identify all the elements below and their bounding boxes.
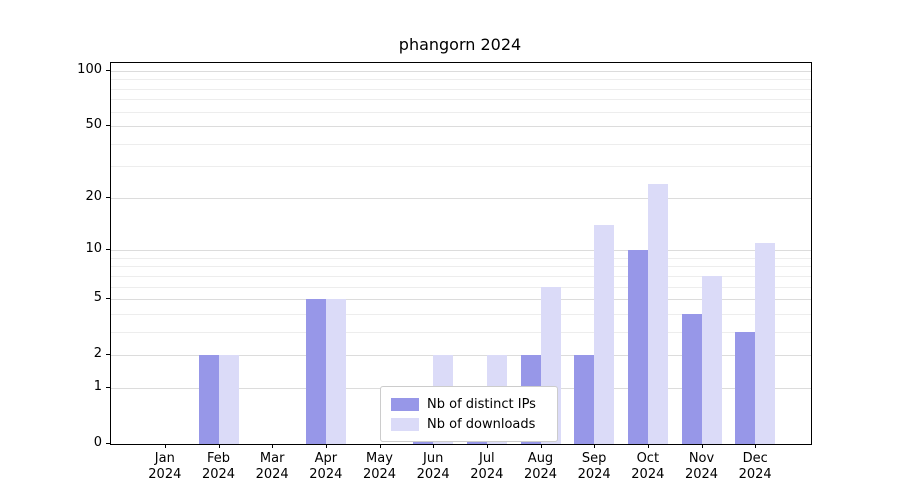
x-tick-label: Feb 2024	[201, 451, 236, 482]
gridline	[111, 71, 811, 72]
y-tick-label: 2	[93, 346, 102, 362]
legend-swatch-downloads	[391, 417, 419, 431]
x-tick-label: Jan 2024	[148, 451, 182, 482]
legend-item-downloads: Nb of downloads	[391, 414, 547, 434]
legend: Nb of distinct IPs Nb of downloads	[380, 386, 558, 442]
bar-nb-of-distinct-ips-sep	[574, 355, 595, 444]
gridline	[111, 299, 811, 301]
bar-nb-of-downloads-dec	[755, 243, 776, 444]
gridline	[111, 355, 811, 357]
gridline	[111, 143, 811, 145]
x-tick-label: Dec 2024	[738, 451, 772, 482]
y-tick-label: 0	[93, 435, 102, 450]
bar-nb-of-distinct-ips-oct	[627, 250, 648, 444]
bar-nb-of-downloads-nov	[701, 275, 722, 444]
legend-item-distinct-ips: Nb of distinct IPs	[391, 394, 547, 414]
gridline	[111, 266, 811, 268]
gridline	[111, 166, 811, 168]
x-tick-label: Jul 2024	[470, 451, 504, 482]
legend-swatch-distinct-ips	[391, 397, 419, 411]
gridline	[111, 99, 811, 101]
bar-nb-of-downloads-feb	[218, 355, 239, 444]
legend-label-distinct-ips: Nb of distinct IPs	[427, 396, 536, 412]
bar-nb-of-distinct-ips-feb	[198, 355, 219, 444]
gridline	[111, 257, 811, 259]
gridline	[111, 313, 811, 315]
legend-label-downloads: Nb of downloads	[427, 416, 536, 432]
chart-title: phangorn 2024	[398, 35, 522, 54]
x-tick-label: Jun 2024	[416, 451, 450, 482]
x-tick-label: Mar 2024	[255, 451, 289, 482]
gridline	[111, 250, 811, 252]
y-tick-label: 5	[93, 290, 102, 306]
x-tick-label: Sep 2024	[577, 451, 611, 482]
gridline	[111, 88, 811, 90]
y-tick-label: 100	[77, 62, 102, 77]
gridline	[111, 286, 811, 288]
bar-nb-of-downloads-apr	[325, 299, 346, 444]
x-tick-label: Apr 2024	[309, 451, 343, 482]
plot-area	[110, 62, 812, 445]
gridline	[111, 197, 811, 199]
gridline	[111, 126, 811, 128]
gridline	[111, 331, 811, 333]
x-tick-label: Aug 2024	[523, 451, 558, 482]
gridline	[111, 275, 811, 277]
gridline	[111, 111, 811, 113]
gridline	[111, 79, 811, 81]
y-tick-label: 20	[85, 188, 102, 204]
bar-nb-of-distinct-ips-nov	[681, 313, 702, 444]
y-tick-label: 50	[85, 117, 102, 133]
y-tick-label: 10	[85, 241, 102, 257]
bar-nb-of-downloads-oct	[647, 183, 668, 444]
y-tick-label: 1	[93, 378, 102, 394]
bar-nb-of-distinct-ips-dec	[735, 331, 756, 444]
bar-nb-of-distinct-ips-apr	[305, 299, 326, 444]
x-tick-label: Oct 2024	[631, 451, 665, 482]
x-tick-label: Nov 2024	[684, 451, 719, 482]
x-tick-label: May 2024	[362, 451, 397, 482]
bar-nb-of-downloads-sep	[594, 225, 615, 444]
